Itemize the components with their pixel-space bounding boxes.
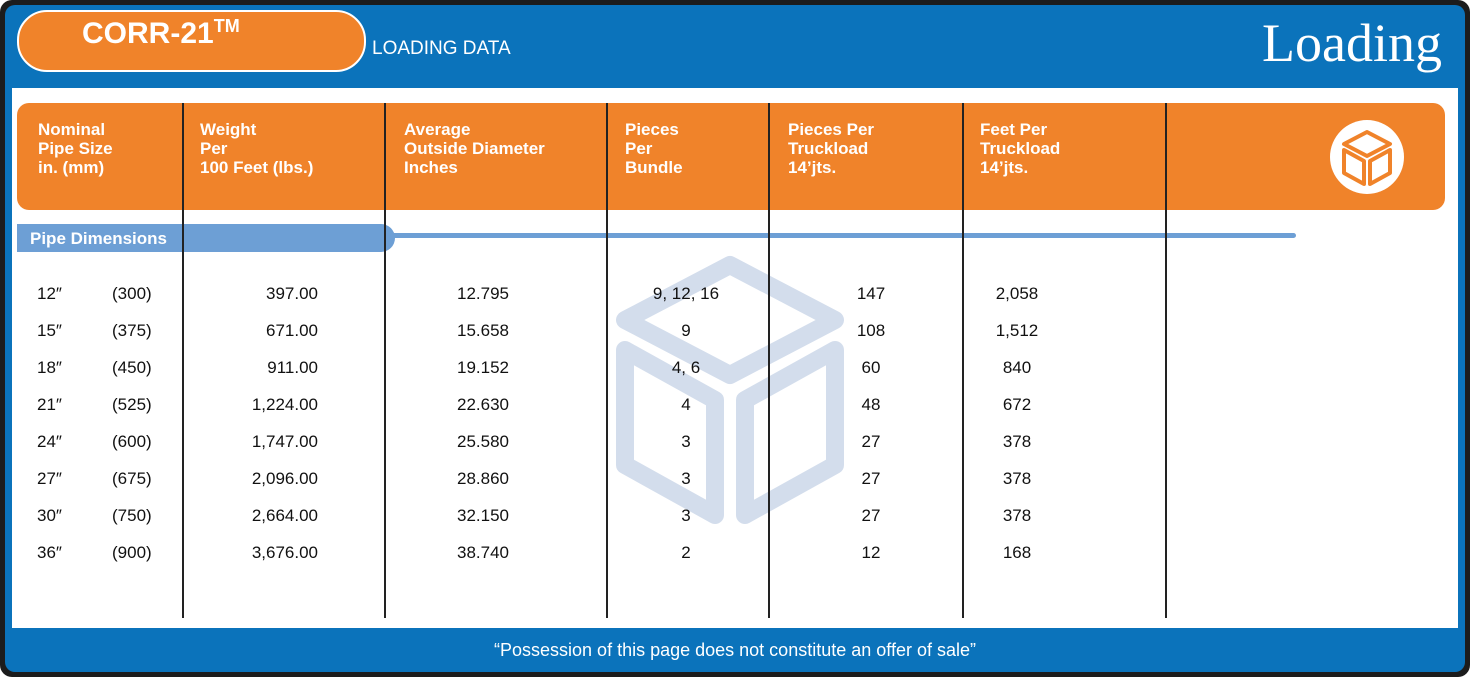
table-cell: 2,058 — [917, 284, 1117, 304]
column-header: Weight — [200, 120, 256, 139]
table-cell: 840 — [917, 358, 1117, 378]
table-cell: 25.580 — [383, 432, 583, 452]
table-cell: 378 — [917, 506, 1117, 526]
table-cell: 168 — [917, 543, 1117, 563]
table-cell: 9 — [586, 321, 786, 341]
trademark: TM — [214, 16, 240, 36]
section-title: Loading — [1262, 12, 1442, 74]
table-cell: 3,676.00 — [118, 543, 318, 563]
column-header: Truckload — [980, 139, 1060, 158]
table-cell: 2,096.00 — [118, 469, 318, 489]
column-header: Bundle — [625, 158, 683, 177]
table-cell: 672 — [917, 395, 1117, 415]
table-cell: 3 — [586, 469, 786, 489]
column-header: Pieces — [625, 120, 679, 139]
column-header: Pieces Per — [788, 120, 874, 139]
column-header: Average — [404, 120, 470, 139]
table-cell: 15″ — [37, 321, 62, 341]
column-header: 14’jts. — [788, 158, 836, 177]
column-header: 100 Feet (lbs.) — [200, 158, 313, 177]
column-header: Pipe Size — [38, 139, 113, 158]
column-header: in. (mm) — [38, 158, 104, 177]
table-cell: 4, 6 — [586, 358, 786, 378]
table-cell: 911.00 — [118, 358, 318, 378]
column-header: Per — [200, 139, 227, 158]
column-header: Truckload — [788, 139, 868, 158]
product-name: CORR-21 — [82, 17, 214, 50]
column-header: Feet Per — [980, 120, 1047, 139]
table-cell: 1,224.00 — [118, 395, 318, 415]
table-cell: 19.152 — [383, 358, 583, 378]
table-cell: 12.795 — [383, 284, 583, 304]
table-cell: 2,664.00 — [118, 506, 318, 526]
table-cell: 30″ — [37, 506, 62, 526]
table-cell: 397.00 — [118, 284, 318, 304]
table-cell: 2 — [586, 543, 786, 563]
table-cell: 378 — [917, 432, 1117, 452]
column-header: Inches — [404, 158, 458, 177]
column-header: Outside Diameter — [404, 139, 545, 158]
footer: “Possession of this page does not consti… — [0, 640, 1470, 661]
table-cell: 1,747.00 — [118, 432, 318, 452]
table-cell: 3 — [586, 432, 786, 452]
column-header: Nominal — [38, 120, 105, 139]
table-cell: 18″ — [37, 358, 62, 378]
table-cell: 21″ — [37, 395, 62, 415]
table-cell: 9, 12, 16 — [586, 284, 786, 304]
table-cell: 3 — [586, 506, 786, 526]
column-divider — [1165, 103, 1167, 618]
table-cell: 24″ — [37, 432, 62, 452]
column-header: 14’jts. — [980, 158, 1028, 177]
table-cell: 1,512 — [917, 321, 1117, 341]
subtitle: LOADING DATA — [372, 38, 511, 60]
table-cell: 27″ — [37, 469, 62, 489]
group-rule — [390, 233, 1296, 238]
group-label: Pipe Dimensions — [30, 229, 167, 249]
table-cell: 12″ — [37, 284, 62, 304]
table-cell: 671.00 — [118, 321, 318, 341]
cube-icon — [1328, 118, 1406, 196]
table-cell: 378 — [917, 469, 1117, 489]
product: CORR-21TM — [82, 16, 240, 51]
table-cell: 22.630 — [383, 395, 583, 415]
column-header: Per — [625, 139, 652, 158]
table-cell: 36″ — [37, 543, 62, 563]
page: CORR-21TM LOADING DATA Loading Pipe Dime… — [0, 0, 1470, 677]
table-cell: 4 — [586, 395, 786, 415]
table-cell: 32.150 — [383, 506, 583, 526]
table-cell: 28.860 — [383, 469, 583, 489]
table-cell: 15.658 — [383, 321, 583, 341]
table-cell: 38.740 — [383, 543, 583, 563]
